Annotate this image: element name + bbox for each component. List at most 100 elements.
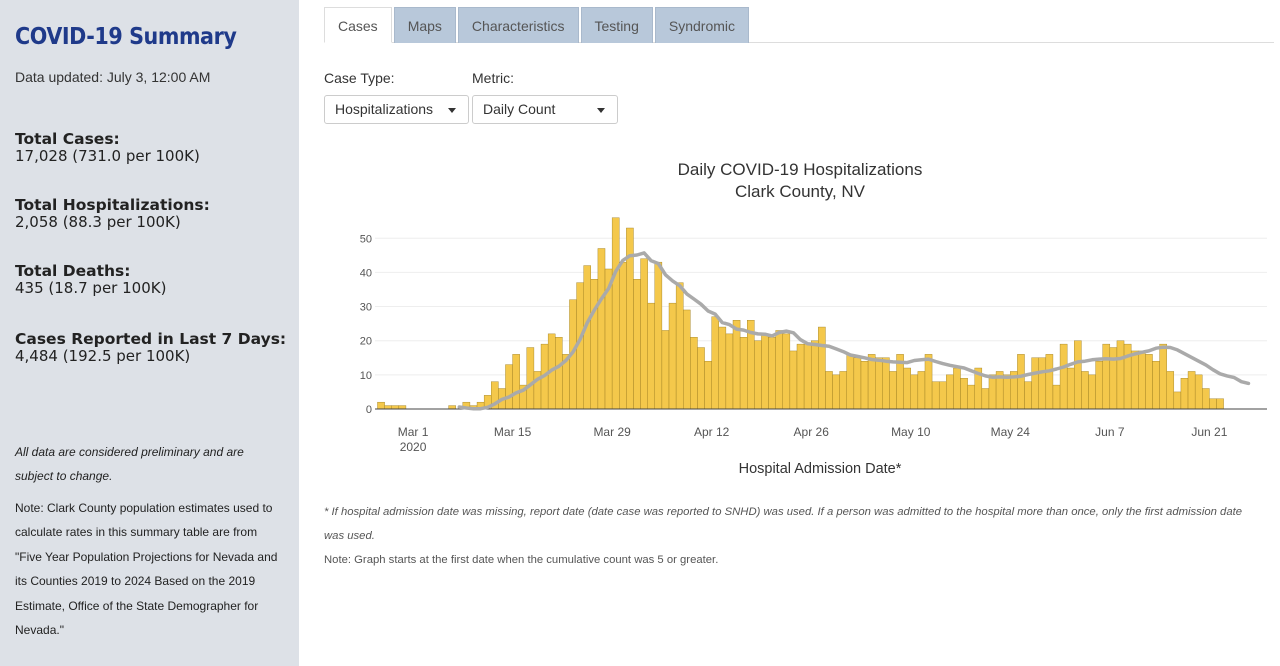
bar — [505, 364, 513, 410]
bar — [512, 354, 520, 410]
stat-total-cases: Total Cases: 17,028 (731.0 per 100K) — [15, 131, 200, 165]
x-tick-label: May 10 — [891, 425, 931, 439]
metric-label: Metric: — [472, 70, 514, 86]
x-axis-title: Hospital Admission Date* — [739, 461, 902, 477]
stat-cases-last-7-days: Cases Reported in Last 7 Days: 4,484 (19… — [15, 331, 286, 365]
x-tick-label: Mar 1 — [398, 425, 429, 439]
bar — [690, 337, 698, 410]
stat-label: Total Hospitalizations: — [15, 196, 210, 214]
bar — [640, 258, 648, 410]
page-title: COVID-19 Summary — [15, 24, 237, 50]
stat-label: Cases Reported in Last 7 Days: — [15, 330, 287, 348]
x-tick-label: Mar 29 — [593, 425, 631, 439]
bar — [1194, 374, 1203, 410]
bar — [1180, 378, 1189, 410]
bar — [839, 371, 847, 410]
metric-dropdown[interactable]: Daily Count — [472, 95, 618, 124]
chevron-down-icon — [597, 108, 605, 113]
bar — [1116, 340, 1125, 410]
bar — [448, 405, 456, 410]
bar — [1074, 340, 1082, 410]
bar — [668, 302, 677, 410]
bar — [1088, 374, 1096, 410]
y-tick-label: 10 — [360, 370, 372, 382]
bar — [654, 261, 663, 410]
bar — [953, 367, 961, 410]
y-tick-label: 50 — [360, 233, 372, 245]
summary-sidebar: COVID-19 Summary Data updated: July 3, 1… — [0, 0, 299, 666]
x-tick-year-label: 2020 — [400, 440, 427, 454]
x-tick-label: Jun 21 — [1191, 425, 1227, 439]
stat-value: 4,484 (192.5 per 100K) — [15, 347, 191, 365]
bar — [889, 371, 897, 410]
tab-testing[interactable]: Testing — [580, 7, 653, 43]
bar — [583, 265, 592, 410]
y-tick-label: 40 — [360, 267, 372, 279]
bar — [853, 357, 862, 410]
bar — [754, 340, 762, 410]
tab-cases[interactable]: Cases — [324, 7, 392, 43]
bar — [725, 333, 734, 410]
x-tick-label: May 24 — [991, 425, 1031, 439]
bar — [811, 340, 819, 410]
bar — [903, 367, 911, 410]
tab-maps[interactable]: Maps — [393, 7, 456, 43]
footnote-graph-start: Note: Graph starts at the first date whe… — [324, 554, 719, 566]
tab-syndromic[interactable]: Syndromic — [654, 7, 750, 43]
bar — [718, 326, 727, 410]
case-type-dropdown[interactable]: Hospitalizations — [324, 95, 469, 124]
bar — [1173, 391, 1182, 410]
bar — [590, 279, 599, 410]
stat-value: 435 (18.7 per 100K) — [15, 279, 167, 297]
bar — [981, 388, 990, 410]
bar — [1209, 398, 1217, 410]
population-note: Note: Clark County population estimates … — [15, 501, 278, 638]
tabs-divider — [324, 42, 1274, 43]
x-tick-label: Apr 26 — [794, 425, 830, 439]
bar — [1202, 388, 1210, 410]
y-tick-label: 0 — [366, 404, 372, 416]
bar — [647, 302, 655, 410]
bar — [782, 333, 791, 410]
bar — [661, 330, 670, 410]
stat-label: Total Cases: — [15, 130, 120, 148]
bar — [1216, 398, 1224, 410]
bar — [526, 347, 535, 410]
bar — [1045, 354, 1054, 410]
case-type-selected: Hospitalizations — [335, 101, 434, 117]
stat-total-deaths: Total Deaths: 435 (18.7 per 100K) — [15, 263, 166, 297]
bar — [1038, 357, 1047, 410]
bar — [960, 378, 968, 410]
bar — [946, 374, 954, 410]
bar — [768, 337, 776, 410]
bar — [917, 371, 926, 410]
bar — [1002, 374, 1011, 410]
tab-characteristics[interactable]: Characteristics — [457, 7, 579, 43]
bar — [391, 405, 400, 410]
stat-value: 17,028 (731.0 per 100K) — [15, 147, 200, 165]
x-tick-label: Mar 15 — [494, 425, 532, 439]
bar — [818, 326, 826, 410]
bar — [1102, 343, 1111, 410]
chevron-down-icon — [448, 108, 456, 113]
bar — [1138, 350, 1146, 410]
bar — [1052, 384, 1061, 410]
bar — [775, 330, 783, 410]
bar — [938, 381, 947, 410]
bar — [1187, 371, 1196, 410]
bar — [704, 360, 712, 410]
bar — [683, 309, 691, 410]
bar — [789, 350, 798, 410]
bar — [398, 405, 407, 410]
bar — [910, 374, 919, 410]
bar — [761, 333, 769, 410]
bar — [832, 374, 840, 410]
tab-bar: Cases Maps Characteristics Testing Syndr… — [324, 7, 751, 43]
bar — [860, 360, 869, 410]
bar — [988, 374, 997, 410]
bar — [1024, 381, 1032, 410]
bar — [846, 354, 855, 410]
x-tick-label: Apr 12 — [694, 425, 730, 439]
bar — [967, 384, 975, 410]
